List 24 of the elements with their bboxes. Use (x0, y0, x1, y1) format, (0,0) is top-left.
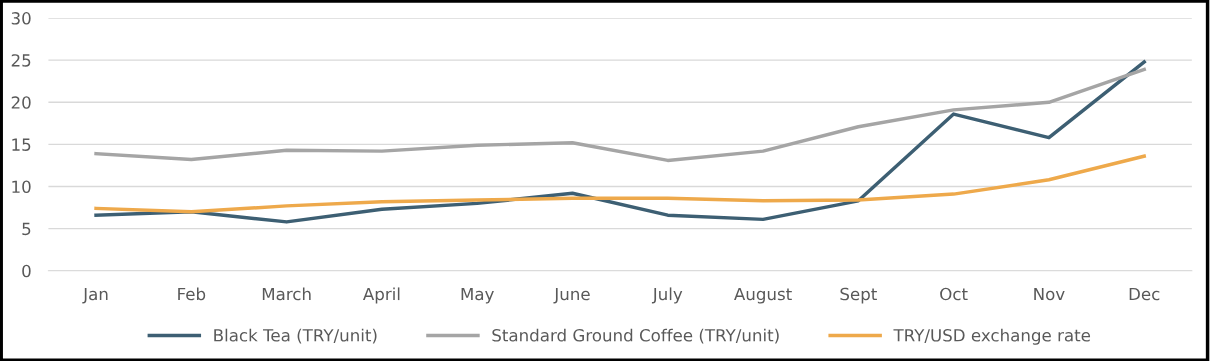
y-tick-label: 10 (12, 180, 31, 194)
line-series (94, 154, 1146, 214)
y-tick-label: 30 (11, 12, 31, 25)
x-tick-label: August (734, 287, 792, 304)
x-tick-label: Feb (178, 287, 206, 301)
x-tick-label: July (651, 287, 683, 304)
y-tick-label: 5 (22, 222, 31, 236)
y-tick-label: 0 (22, 264, 31, 278)
y-tick-label: 25 (11, 54, 31, 67)
x-tick-label: Sept (840, 287, 877, 304)
legend-label: TRY/USD exchange rate (893, 328, 1091, 345)
legend-label: Black Tea (TRY/unit) (214, 328, 377, 344)
x-tick-label: June (553, 287, 590, 304)
x-tick-label: May (461, 287, 494, 304)
x-tick-label: Dec (1129, 287, 1160, 301)
y-tick-label: 20 (11, 96, 31, 109)
x-tick-label: Jan (82, 287, 108, 304)
line-series (94, 67, 1146, 163)
x-tick-label: Nov (1034, 287, 1065, 301)
x-tick-label: March (262, 287, 311, 301)
legend-label: Standard Ground Coffee (TRY/unit) (492, 328, 779, 344)
x-tick-label: Oct (940, 287, 968, 301)
y-tick-label: 15 (12, 138, 31, 151)
x-tick-label: April (362, 287, 400, 304)
